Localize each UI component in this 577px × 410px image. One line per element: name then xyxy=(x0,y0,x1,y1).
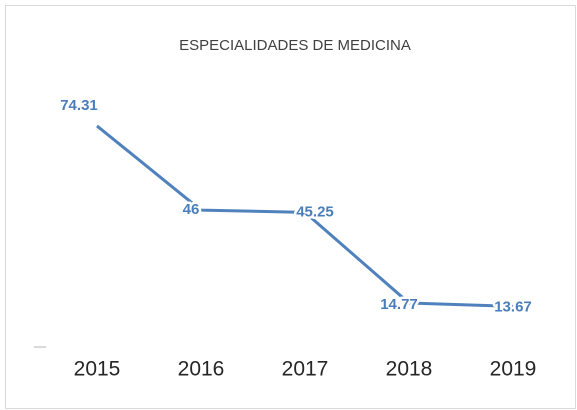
data-label: 13.67 xyxy=(494,298,532,315)
x-tick-label: 2015 xyxy=(74,358,121,381)
data-label: 14.77 xyxy=(380,296,418,313)
x-tick-label: 2019 xyxy=(490,358,537,381)
x-tick-label: 2016 xyxy=(178,358,225,381)
x-tick-label: 2017 xyxy=(282,358,329,381)
chart-frame xyxy=(5,5,576,409)
line xyxy=(96,124,514,308)
data-label: 74.31 xyxy=(60,97,98,114)
chart-title: ESPECIALIDADES DE MEDICINA xyxy=(179,37,411,54)
data-label: 45.25 xyxy=(296,203,334,220)
x-tick-label: 2018 xyxy=(386,358,433,381)
data-label: 46 xyxy=(183,201,200,218)
